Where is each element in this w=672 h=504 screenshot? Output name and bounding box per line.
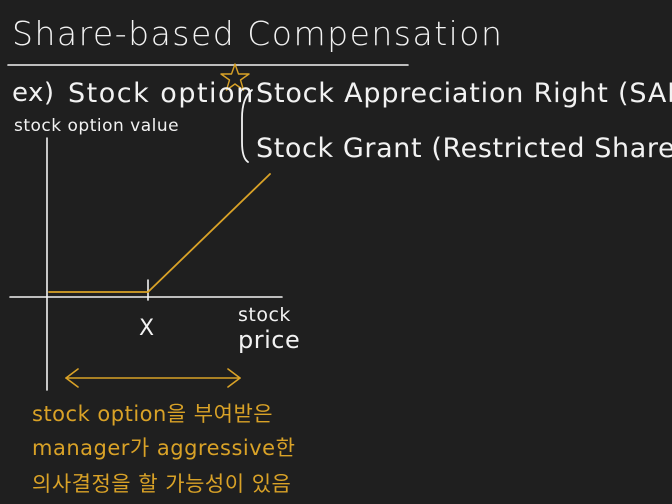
range-arrow-left-head	[65, 368, 79, 388]
x-axis-label-line1: stock	[238, 304, 291, 326]
note-line-2: manager가 aggressive한	[32, 436, 296, 460]
star-icon	[220, 63, 250, 91]
note-line-1: stock option을 부여받은	[32, 402, 274, 426]
x-axis-label-line2: price	[238, 326, 301, 354]
strike-label: X	[139, 316, 155, 341]
y-axis-label: stock option value	[14, 116, 180, 136]
option-stock-option: Stock option	[68, 78, 255, 109]
example-label: ex)	[12, 78, 55, 108]
option-sar: Stock Appreciation Right (SAR)	[256, 78, 672, 109]
payoff-rising-segment	[147, 173, 271, 293]
option-stock-grant: Stock Grant (Restricted Share)	[256, 133, 672, 164]
range-arrow-right-head	[227, 368, 241, 388]
note-line-3: 의사결정을 할 가능성이 있음	[32, 472, 292, 496]
page-title: Share-based Compensation	[12, 14, 504, 53]
options-brace	[241, 89, 253, 163]
